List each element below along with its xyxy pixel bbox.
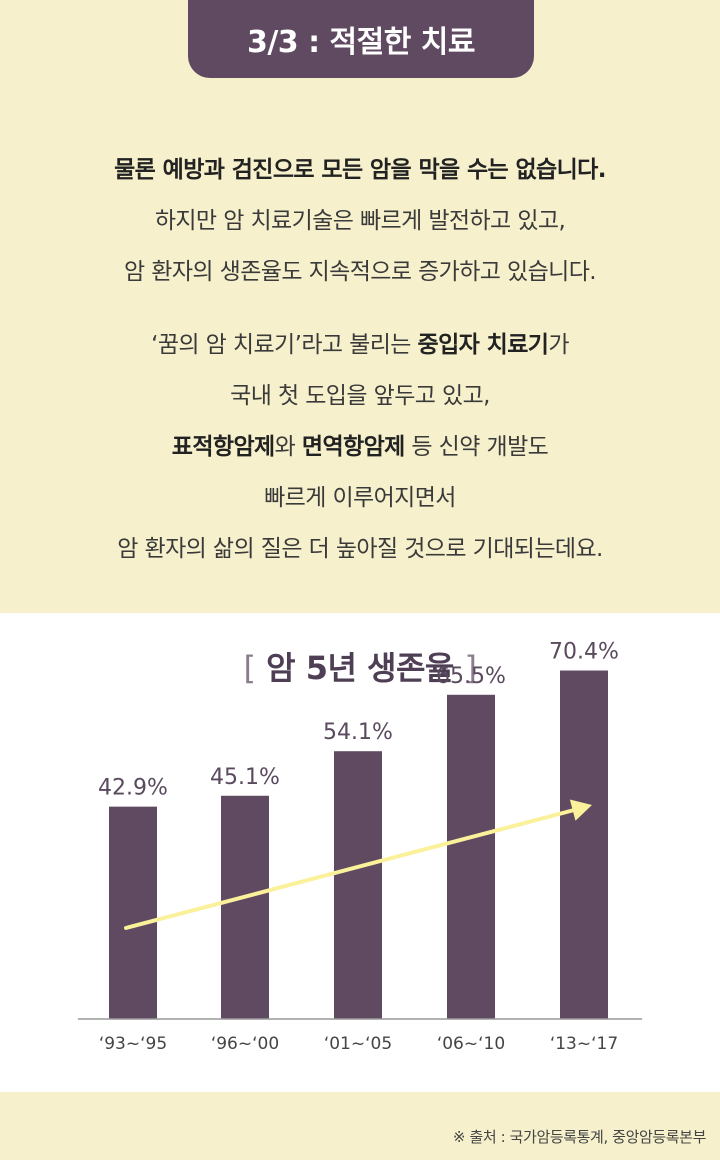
- text-span: 와: [274, 434, 302, 460]
- category-label: ‘01~‘05: [324, 1034, 392, 1054]
- intro-line: 하지만 암 치료기술은 빠르게 발전하고 있고,: [154, 208, 566, 234]
- highlight-heavy-ion: 중입자 치료기: [417, 332, 549, 358]
- text-span: 가: [548, 332, 569, 358]
- intro-line: 물론 예방과 검진으로 모든 암을 막을 수는 없습니다.: [0, 145, 720, 196]
- intro-text: 물론 예방과 검진으로 모든 암을 막을 수는 없습니다. 하지만 암 치료기술…: [0, 145, 720, 575]
- value-label: 45.1%: [210, 765, 280, 790]
- section-tab-label: 3/3 : 적절한 치료: [246, 25, 476, 60]
- chart-title: [ 암 5년 생존율 ]: [0, 643, 720, 689]
- text-span: 등 신약 개발도: [404, 434, 549, 460]
- chart-title-text: 암 5년 생존율: [266, 649, 454, 687]
- category-label: ‘13~‘17: [550, 1034, 618, 1054]
- intro-line: 국내 첫 도입을 앞두고 있고,: [230, 383, 490, 409]
- intro-line: ‘꿈의 암 치료기’라고 불리는 중입자 치료기가: [0, 320, 720, 371]
- intro-line: 빠르게 이루어지면서: [264, 485, 456, 511]
- intro-line: 표적항암제와 면역항암제 등 신약 개발도: [0, 422, 720, 473]
- value-label: 54.1%: [323, 720, 393, 745]
- category-label: ‘96~‘00: [211, 1034, 279, 1054]
- bar-5: [560, 670, 608, 1019]
- value-label: 42.9%: [98, 776, 168, 801]
- bar-2: [221, 795, 269, 1019]
- value-label: 65.5%: [436, 664, 506, 689]
- category-label: ‘93~‘95: [99, 1034, 167, 1054]
- section-tab: 3/3 : 적절한 치료: [188, 0, 534, 78]
- bar-3: [334, 751, 382, 1019]
- intro-headline: 물론 예방과 검진으로 모든 암을 막을 수는 없습니다.: [114, 157, 606, 183]
- value-label: 70.4%: [549, 640, 619, 665]
- bracket-left: [: [243, 649, 256, 687]
- text-span: ‘꿈의 암 치료기’라고 불리는: [151, 332, 418, 358]
- survival-bar-chart: 42.9% ‘93~‘95 45.1% ‘96~‘00 54.1% ‘01~‘05 65.5…: [78, 640, 642, 1054]
- chart-panel: [ 암 5년 생존율 ] 42.9% ‘93~‘95 45.1% ‘96~‘00 54.…: [0, 613, 720, 1092]
- bar-1: [109, 806, 157, 1019]
- intro-line: 암 환자의 생존율도 지속적으로 증가하고 있습니다.: [123, 259, 597, 285]
- highlight-immuno: 면역항암제: [301, 434, 405, 460]
- source-note: ※ 출처 : 국가암등록통계, 중앙암등록본부: [452, 1128, 706, 1146]
- category-label: ‘06~‘10: [437, 1034, 505, 1054]
- highlight-targeted: 표적항암제: [171, 434, 275, 460]
- intro-line: 암 환자의 삶의 질은 더 높아질 것으로 기대되는데요.: [117, 536, 603, 562]
- bar-4: [447, 694, 495, 1019]
- trend-arrow-head-icon: [569, 799, 592, 821]
- trend-arrow-line: [124, 807, 580, 930]
- bracket-right: ]: [464, 649, 477, 687]
